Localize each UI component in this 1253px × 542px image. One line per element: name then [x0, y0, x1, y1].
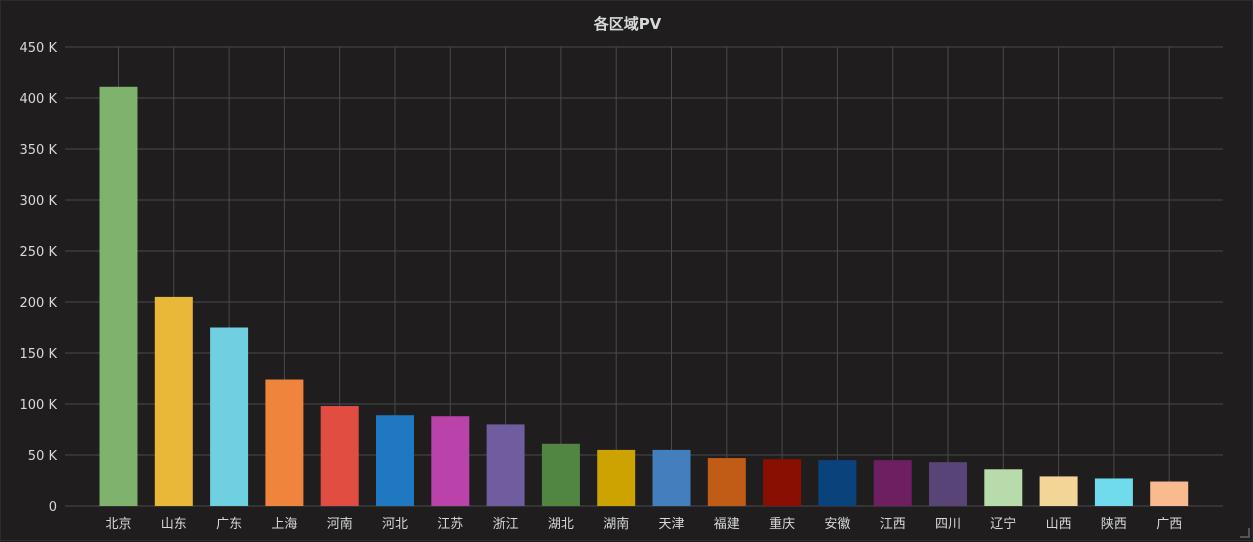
- y-tick-label: 100 K: [20, 398, 58, 413]
- bar: [320, 406, 359, 506]
- y-tick-label: 300 K: [20, 194, 58, 209]
- y-tick-label: 0: [49, 500, 57, 515]
- bar: [763, 459, 802, 506]
- chart-title: 各区域PV: [593, 15, 662, 33]
- x-tick-label: 广东: [216, 517, 242, 532]
- bar: [154, 296, 193, 506]
- bar: [541, 443, 580, 506]
- bar: [1150, 481, 1189, 506]
- x-tick-label: 河南: [327, 516, 353, 532]
- x-tick-label: 湖南: [603, 516, 629, 532]
- y-tick-label: 200 K: [20, 296, 58, 311]
- x-tick-label: 浙江: [493, 517, 519, 532]
- bar: [99, 86, 138, 506]
- y-tick-label: 50 K: [28, 449, 58, 464]
- x-tick-label: 天津: [658, 517, 684, 532]
- bar: [376, 415, 414, 506]
- y-tick-label: 400 K: [20, 92, 58, 107]
- x-tick-label: 陕西: [1101, 517, 1127, 532]
- y-tick-label: 350 K: [20, 143, 58, 158]
- bar: [431, 416, 470, 506]
- x-tick-label: 河北: [382, 517, 408, 532]
- x-tick-label: 江苏: [437, 516, 463, 532]
- x-tick-label: 山东: [161, 517, 187, 532]
- bar: [1094, 478, 1133, 506]
- y-tick-label: 450 K: [20, 41, 58, 56]
- y-tick-label: 250 K: [20, 245, 58, 260]
- x-tick-label: 山西: [1046, 517, 1072, 532]
- x-tick-label: 湖北: [548, 517, 574, 532]
- x-tick-label: 安徽: [824, 517, 850, 532]
- bar: [818, 460, 857, 506]
- x-tick-label: 重庆: [769, 516, 795, 532]
- x-tick-label: 广西: [1156, 517, 1182, 532]
- bar: [984, 469, 1023, 506]
- x-tick-label: 四川: [935, 517, 961, 532]
- bar: [597, 449, 636, 506]
- x-tick-label: 辽宁: [990, 516, 1016, 532]
- bar: [873, 460, 912, 506]
- bar: [707, 458, 746, 506]
- bar: [929, 462, 967, 506]
- bar: [265, 379, 304, 506]
- x-tick-label: 北京: [105, 517, 131, 532]
- x-tick-label: 上海: [271, 517, 297, 532]
- y-tick-label: 150 K: [20, 347, 58, 362]
- bar: [210, 327, 249, 506]
- resize-handle[interactable]: [1240, 528, 1250, 538]
- bar: [1039, 476, 1078, 506]
- bar: [652, 449, 691, 506]
- x-tick-label: 江西: [880, 517, 906, 532]
- x-tick-label: 福建: [714, 517, 740, 532]
- bar: [486, 424, 525, 506]
